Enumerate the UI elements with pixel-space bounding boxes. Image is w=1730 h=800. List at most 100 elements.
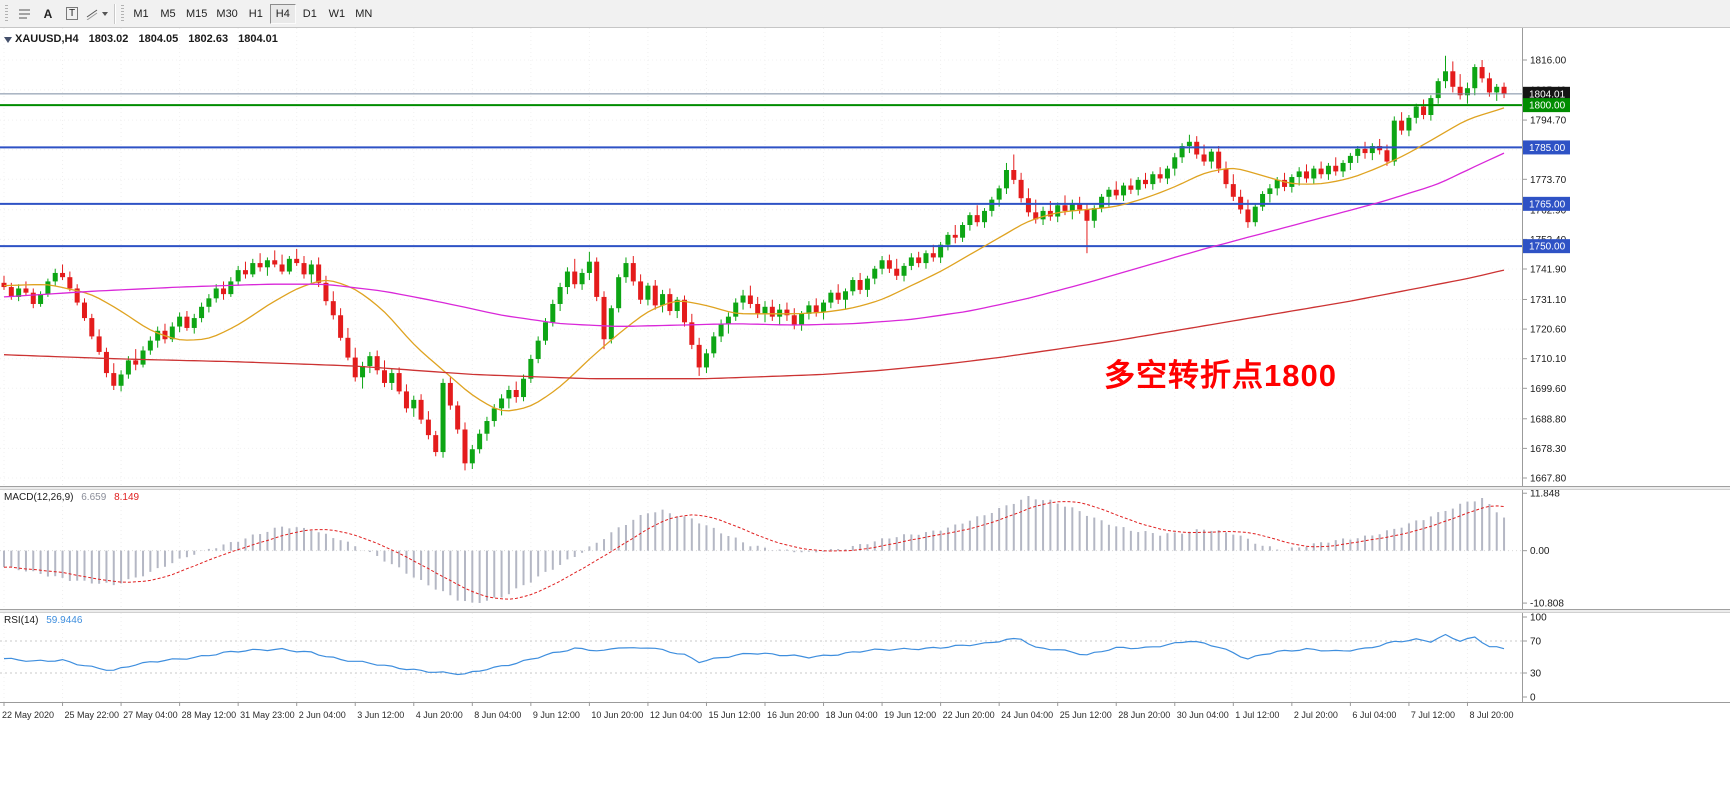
svg-text:1710.10: 1710.10 [1530,354,1567,365]
price-chart-canvas[interactable]: 1816.001805.401794.701784.201773.701762.… [0,28,1730,486]
time-axis[interactable]: 22 May 2020 25 May 22:00 27 May 04:00 28 Ma… [0,702,1730,728]
svg-text:1804.01: 1804.01 [1529,89,1566,100]
grid-horizontal [0,59,1522,479]
macd-signal-value: 8.149 [114,492,140,503]
svg-text:25 May 22:00: 25 May 22:00 [65,710,120,720]
svg-text:8 Jun 04:00: 8 Jun 04:00 [474,710,521,720]
ma-slow-line [3,269,1505,380]
macd-label: MACD(12,26,9) 6.659 8.149 [4,492,139,503]
svg-text:28 Jun 20:00: 28 Jun 20:00 [1118,710,1170,720]
svg-text:70: 70 [1530,637,1542,648]
timeframe-button-d1[interactable]: D1 [302,7,317,20]
macd-panel: 11.848 0.00 -10.808 MACD(12,26,9) 6.659 8.… [0,490,1730,609]
svg-text:2 Jul 20:00: 2 Jul 20:00 [1294,710,1338,720]
text-label-button[interactable]: A [36,2,60,26]
svg-text:-10.808: -10.808 [1530,599,1564,609]
macd-name: MACD(12,26,9) [4,492,74,503]
chart-tools-button[interactable] [12,2,36,26]
svg-text:11.848: 11.848 [1530,490,1560,500]
svg-text:1750.00: 1750.00 [1529,242,1566,253]
svg-text:31 May 23:00: 31 May 23:00 [240,710,295,720]
macd-signal-line [3,501,1505,600]
timeframe-button-h4[interactable]: H4 [269,3,296,24]
svg-text:7 Jul 12:00: 7 Jul 12:00 [1411,710,1455,720]
svg-text:3 Jun 12:00: 3 Jun 12:00 [357,710,404,720]
svg-text:1773.70: 1773.70 [1530,175,1567,186]
shapes-button[interactable] [84,2,109,26]
timeframe-button-m15[interactable]: M15 [186,7,208,20]
lines-icon [18,9,30,19]
candles-layer [1,55,1507,471]
svg-text:2 Jun 04:00: 2 Jun 04:00 [299,710,346,720]
chart-title: XAUUSD,H4 1803.02 1804.05 1802.63 1804.0… [15,33,278,45]
rsi-name: RSI(14) [4,615,39,626]
text-tool-icon: T [65,7,79,20]
text-label-icon: A [43,6,53,21]
text-tool-button[interactable]: T [60,2,84,26]
trendline-icon [86,9,98,20]
svg-text:1688.80: 1688.80 [1530,414,1567,425]
toolbar-separator [114,3,115,24]
svg-text:1699.60: 1699.60 [1530,384,1567,395]
symbol-marker-icon [4,37,12,43]
svg-text:30: 30 [1530,669,1542,680]
svg-text:25 Jun 12:00: 25 Jun 12:00 [1060,710,1112,720]
svg-text:22 May 2020: 22 May 2020 [2,710,54,720]
ma-fast-line [3,107,1505,412]
svg-text:9 Jun 12:00: 9 Jun 12:00 [533,710,580,720]
svg-text:0: 0 [1530,693,1536,703]
svg-text:1720.60: 1720.60 [1530,325,1567,336]
annotation-text[interactable]: 多空转折点1800 [1104,358,1337,393]
timeframe-button-m1[interactable]: M1 [133,7,149,20]
main-toolbar: A T M1 M5 M15 M30 H1 H4 D1 W1 MN [0,0,1730,28]
timeframe-group: M1 M5 M15 M30 H1 H4 D1 W1 MN [128,3,377,24]
open-value: 1803.02 [88,33,129,45]
svg-text:1667.80: 1667.80 [1530,474,1567,485]
svg-text:8 Jul 20:00: 8 Jul 20:00 [1469,710,1513,720]
timeframe-button-m5[interactable]: M5 [160,7,176,20]
svg-text:19 Jun 12:00: 19 Jun 12:00 [884,710,936,720]
svg-text:30 Jun 04:00: 30 Jun 04:00 [1177,710,1229,720]
svg-text:12 Jun 04:00: 12 Jun 04:00 [650,710,702,720]
rsi-panel-canvas[interactable]: 100 70 30 0 [0,613,1730,702]
rsi-value: 59.9446 [46,615,83,626]
chart-window: 1816.001805.401794.701784.201773.701762.… [0,28,1730,733]
timeframe-button-mn[interactable]: MN [355,7,373,20]
svg-text:24 Jun 04:00: 24 Jun 04:00 [1001,710,1053,720]
symbol-label: XAUUSD,H4 [15,33,79,45]
caret-down-icon [102,11,108,16]
svg-text:1800.00: 1800.00 [1529,101,1566,112]
macd-panel-canvas[interactable]: 11.848 0.00 -10.808 [0,490,1730,609]
panel-resizer[interactable] [0,486,1730,490]
svg-text:15 Jun 12:00: 15 Jun 12:00 [708,710,760,720]
high-value: 1804.05 [138,33,179,45]
macd-histogram [3,496,1506,603]
svg-text:100: 100 [1530,613,1547,624]
close-value: 1804.01 [238,33,278,45]
svg-text:6 Jul 04:00: 6 Jul 04:00 [1352,710,1396,720]
svg-text:22 Jun 20:00: 22 Jun 20:00 [943,710,995,720]
time-axis-labels: 22 May 2020 25 May 22:00 27 May 04:00 28 Ma… [2,702,1514,720]
price-axis: 1816.001805.401794.701784.201773.701762.… [1522,56,1570,485]
timeframe-button-w1[interactable]: W1 [328,7,346,20]
rsi-label: RSI(14) 59.9446 [4,615,82,626]
svg-text:27 May 04:00: 27 May 04:00 [123,710,178,720]
svg-text:1 Jul 12:00: 1 Jul 12:00 [1235,710,1279,720]
timeframe-button-m30[interactable]: M30 [216,7,238,20]
timeframe-button-h1[interactable]: H1 [248,7,263,20]
rsi-line [3,633,1505,676]
svg-text:1816.00: 1816.00 [1530,56,1567,67]
svg-text:18 Jun 04:00: 18 Jun 04:00 [826,710,878,720]
toolbar-grip[interactable] [5,4,8,23]
toolbar-grip[interactable] [121,4,124,23]
svg-text:1765.00: 1765.00 [1529,199,1566,210]
svg-text:1785.00: 1785.00 [1529,143,1566,154]
main-panel: 1816.001805.401794.701784.201773.701762.… [0,28,1730,486]
svg-text:1794.70: 1794.70 [1530,116,1567,127]
svg-text:1678.30: 1678.30 [1530,444,1567,455]
svg-text:1741.90: 1741.90 [1530,265,1567,276]
low-value: 1802.63 [188,33,229,45]
panel-resizer[interactable] [0,609,1730,613]
macd-main-value: 6.659 [81,492,107,503]
